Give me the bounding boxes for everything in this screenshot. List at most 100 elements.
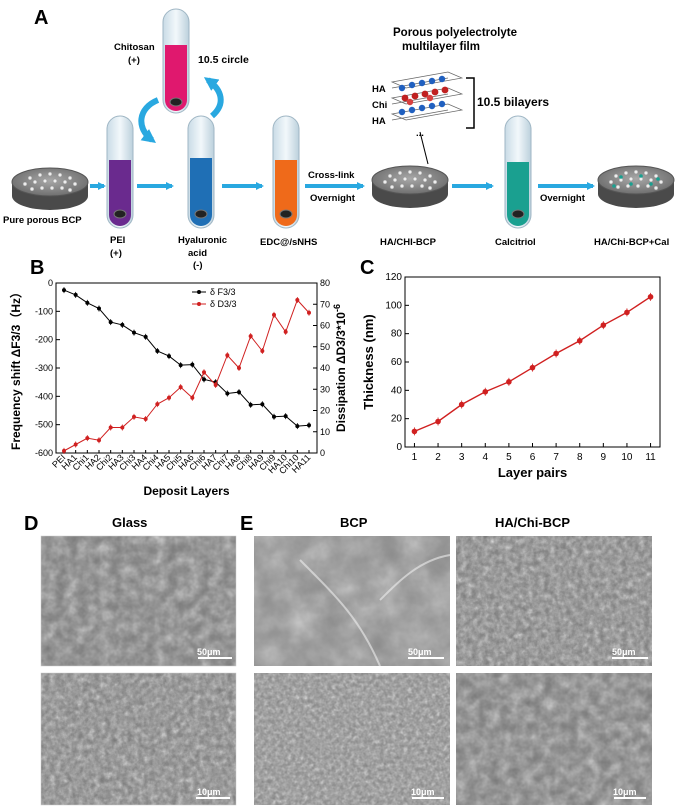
y-axis-title: Thickness (nm) xyxy=(361,314,376,409)
calcitriol-tube xyxy=(504,115,532,229)
x-tick-label: 1 xyxy=(412,452,418,463)
x-axis-title: Layer pairs xyxy=(498,465,567,480)
data-point xyxy=(190,395,195,400)
y-tick-label: 100 xyxy=(385,300,402,311)
data-point xyxy=(108,320,113,325)
pei-tube xyxy=(106,115,134,229)
data-point xyxy=(506,379,512,385)
legend-label: δ F3/3 xyxy=(210,287,236,297)
hyaluronic-acid-tube xyxy=(187,115,215,229)
data-point xyxy=(132,414,136,419)
data-point xyxy=(529,364,536,371)
scale-label: 10μm xyxy=(411,787,435,797)
bilayers-label: 10.5 bilayers xyxy=(477,95,549,109)
series-line xyxy=(63,289,310,427)
edc-snhs-tube xyxy=(272,115,300,229)
data-point xyxy=(73,292,78,297)
series-line xyxy=(63,299,310,452)
left-tick-label: -600 xyxy=(35,448,53,458)
overnight-label-2: Overnight xyxy=(540,193,586,204)
data-point xyxy=(120,322,125,327)
data-point xyxy=(482,388,489,395)
data-point xyxy=(155,349,160,353)
chart-c: 0 20 40 60 80 100 120 1 2 3 4 5 6 7 8 9 10 11 Layer pairs T… xyxy=(361,272,661,480)
x-tick-label: 8 xyxy=(577,452,583,463)
panel-a-letter: A xyxy=(34,7,48,29)
circle-label: 10.5 circle xyxy=(198,54,249,66)
film-title-line1: Porous polyelectrolyte xyxy=(393,27,517,39)
sem-glass-bottom: 10μm xyxy=(40,672,237,806)
right-axis-exponent: -6 xyxy=(332,304,342,312)
left-tick-label: -100 xyxy=(35,306,53,316)
right-tick-label: 0 xyxy=(320,448,325,458)
data-point xyxy=(295,424,300,429)
scale-label: 50μm xyxy=(612,647,636,657)
data-point xyxy=(295,298,300,302)
right-tick-label: 20 xyxy=(320,406,330,416)
data-point xyxy=(108,425,113,430)
x-tick-label: 4 xyxy=(482,452,488,463)
data-point xyxy=(458,401,465,408)
data-point xyxy=(178,385,183,390)
left-tick-label: -200 xyxy=(35,335,53,345)
sem-glass-top: 50μm xyxy=(40,535,237,667)
sem-ha-chi-bcp-bottom: 10μm xyxy=(456,673,652,805)
data-point xyxy=(307,310,311,315)
data-point xyxy=(248,402,253,407)
x-tick-label: 6 xyxy=(530,452,536,463)
panel-d-letter: D xyxy=(24,513,38,535)
layer-chi: Chi xyxy=(372,100,387,111)
hyaluronic-charge: (-) xyxy=(193,260,203,271)
right-tick-label: 10 xyxy=(320,427,330,437)
x-tick-label: 3 xyxy=(459,452,465,463)
layer-ellipsis: ... xyxy=(416,128,424,139)
data-point xyxy=(85,436,90,441)
multilayer-film-inset xyxy=(390,71,475,165)
x-tick-label: 11 xyxy=(645,452,656,463)
data-point xyxy=(120,425,125,430)
chitosan-label: Chitosan xyxy=(114,42,155,53)
overnight-label-1: Overnight xyxy=(310,193,356,204)
x-tick-label: 2 xyxy=(435,452,441,463)
data-point xyxy=(553,350,559,357)
panel-d: D Glass 50μm 10μm xyxy=(24,513,237,806)
x-tick-label: 5 xyxy=(506,452,512,463)
legend-marker xyxy=(197,290,201,294)
right-axis-title: Dissipation ΔD3/3*10-6 xyxy=(332,304,348,432)
y-tick-label: 20 xyxy=(391,414,403,425)
panel-c-letter: C xyxy=(360,257,374,279)
panel-b: B -600 -500 -400 -300 -200 -100 0 0 10 20 30 40 50 60… xyxy=(8,257,348,498)
left-tick-label: 0 xyxy=(48,278,53,288)
data-point xyxy=(260,402,265,407)
sem-bcp-bottom: 10μm xyxy=(254,673,450,805)
data-point xyxy=(202,377,206,382)
cycle-arrow-down-icon xyxy=(138,97,160,144)
data-point xyxy=(237,390,241,395)
data-point xyxy=(624,309,630,316)
sem-bcp-top: 50μm xyxy=(254,536,451,667)
pei-label: PEI xyxy=(110,235,125,246)
data-point xyxy=(143,334,148,339)
panel-d-title: Glass xyxy=(112,515,147,530)
data-point xyxy=(647,294,654,300)
data-point xyxy=(260,349,265,353)
data-point xyxy=(178,363,183,368)
y-tick-label: 0 xyxy=(396,442,402,453)
right-tick-label: 50 xyxy=(320,342,330,352)
data-point xyxy=(237,366,241,370)
right-tick-label: 40 xyxy=(320,363,330,373)
hyaluronic-label-line1: Hyaluronic xyxy=(178,235,227,246)
left-tick-label: -500 xyxy=(35,420,53,430)
chart-b: -600 -500 -400 -300 -200 -100 0 0 10 20 30 40 50 60 70… xyxy=(8,278,348,498)
y-tick-label: 120 xyxy=(385,272,402,283)
y-tick-label: 80 xyxy=(391,329,403,340)
right-tick-label: 60 xyxy=(320,321,330,331)
final-disk-icon xyxy=(597,165,675,208)
right-tick-label: 30 xyxy=(320,384,330,394)
x-tick-label: 7 xyxy=(553,452,559,463)
scale-label: 10μm xyxy=(613,787,637,797)
data-point xyxy=(97,306,101,311)
edc-label: EDC@/sNHS xyxy=(260,237,317,248)
cycle-arrow-up-icon xyxy=(203,77,224,119)
left-tick-label: -400 xyxy=(35,391,53,401)
